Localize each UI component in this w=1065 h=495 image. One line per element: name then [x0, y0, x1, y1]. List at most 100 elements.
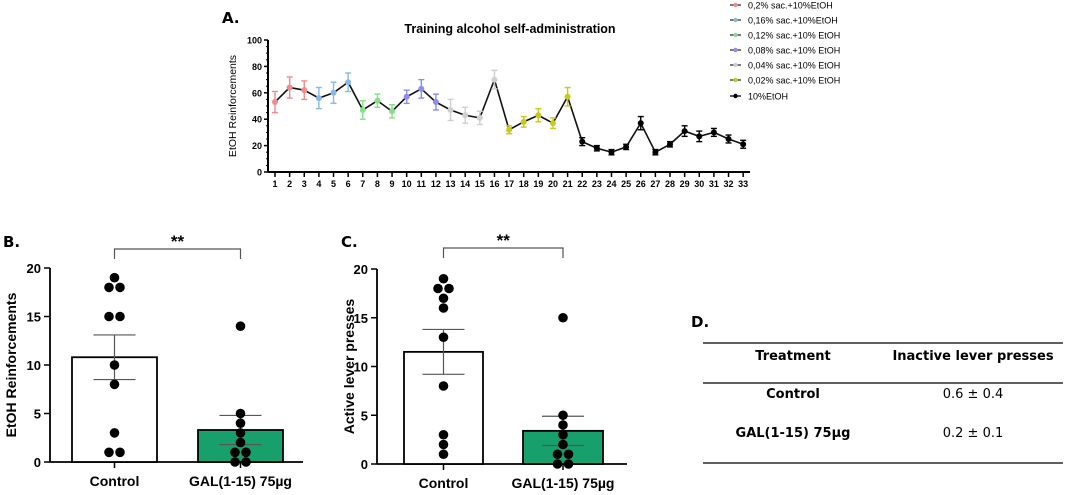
x-tick-label: 15	[475, 179, 485, 189]
x-tick-label: 19	[533, 179, 543, 189]
data-point	[438, 273, 449, 284]
x-tick-label: 16	[489, 179, 499, 189]
data-point	[403, 93, 410, 100]
y-tick-label: 10	[354, 360, 368, 375]
y-tick-label: 15	[354, 311, 368, 326]
data-point	[241, 457, 251, 467]
legend-label: 0,12% sac.+10% EtOH	[748, 31, 840, 41]
data-point	[593, 145, 600, 152]
x-tick-label: 29	[680, 179, 690, 189]
data-point	[104, 447, 114, 458]
x-tick-label: 9	[390, 179, 395, 189]
data-point	[725, 136, 732, 142]
legend-label: 0,2% sac.+10%EtOH	[748, 1, 833, 11]
legend-label: 0,08% sac.+10% EtOH	[748, 46, 840, 56]
legend: 0,2% sac.+10%EtOH 0,16% sac.+10%EtOH 0,12%…	[730, 1, 840, 102]
data-point	[432, 99, 439, 106]
data-point	[315, 95, 322, 102]
x-tick-label: 3	[302, 179, 307, 189]
x-tick-label: 11	[417, 179, 427, 189]
x-tick-label: 33	[738, 179, 748, 189]
y-axis-label: Active lever presses	[341, 299, 357, 435]
data-point	[433, 283, 443, 294]
data-point	[462, 112, 469, 119]
data-point	[444, 283, 454, 294]
panel-a: A. Training alcohol self-administration Et…	[222, 1, 840, 190]
y-tick-label: 0	[34, 455, 41, 470]
x-tick-label: 12	[431, 179, 441, 189]
data-point	[235, 437, 246, 448]
y-tick-label: 15	[27, 310, 41, 325]
data-point	[558, 420, 568, 430]
data-point	[623, 143, 630, 150]
panel-label: A.	[222, 9, 240, 27]
x-tick-label: 27	[650, 179, 660, 189]
data-point	[230, 457, 240, 467]
panel-label: D.	[691, 313, 709, 331]
data-point	[710, 129, 717, 136]
data-point	[558, 312, 568, 323]
legend-marker	[733, 17, 738, 23]
data-point	[563, 449, 574, 460]
data-point	[438, 381, 449, 391]
y-tick-label: 20	[354, 262, 368, 277]
y-tick-label: 5	[34, 407, 41, 422]
significance-stars: **	[497, 231, 511, 250]
data-point	[359, 106, 366, 113]
data-point	[558, 439, 568, 450]
x-tick-label: 4	[316, 179, 321, 189]
data-point	[563, 459, 574, 469]
data-point	[301, 87, 308, 94]
x-tick-label: 14	[460, 179, 470, 189]
x-tick-label: GAL(1-15) 75µg	[512, 475, 615, 491]
data-point	[438, 429, 449, 440]
legend-marker	[733, 32, 738, 38]
data-point	[696, 133, 703, 140]
y-axis-label: EtOH Reinforcements	[3, 292, 19, 437]
legend-marker	[733, 77, 738, 83]
data-point	[667, 141, 674, 148]
table-cell-treatment: Control	[766, 387, 820, 402]
data-point	[652, 149, 659, 156]
panel-label: B.	[3, 233, 20, 251]
x-tick-label: 17	[504, 179, 514, 189]
x-tick-label: GAL(1-15) 75µg	[189, 473, 292, 489]
chart-title: Training alcohol self-administration	[404, 22, 615, 36]
x-tick-label: Control	[419, 475, 469, 491]
data-point	[564, 93, 571, 100]
x-tick-label: 20	[548, 179, 558, 189]
data-point	[330, 89, 337, 96]
data-point	[608, 149, 615, 156]
y-tick-label: 60	[252, 88, 262, 98]
data-point	[740, 141, 747, 148]
data-point	[438, 449, 449, 460]
table-header: Inactive lever presses	[892, 349, 1053, 364]
x-tick-label: 2	[287, 179, 292, 189]
table-cell-value: 0.6 ± 0.4	[943, 387, 1004, 402]
significance-bracket	[113, 248, 242, 259]
data-point	[115, 282, 125, 293]
data-point	[552, 459, 563, 469]
x-tick-label: 13	[446, 179, 456, 189]
data-point	[109, 379, 120, 390]
data-point	[447, 106, 454, 113]
data-point	[476, 114, 483, 121]
data-point	[506, 126, 513, 133]
x-tick-label: 26	[636, 179, 646, 189]
data-point	[109, 272, 120, 283]
data-point	[272, 99, 278, 106]
data-point	[389, 108, 396, 115]
significance-bracket	[442, 247, 564, 258]
y-tick-label: 80	[252, 62, 262, 72]
legend-label: 10%EtOH	[748, 92, 788, 102]
data-point	[235, 321, 246, 332]
y-tick-label: 20	[252, 141, 262, 151]
y-axis-label: EtOH Reinforcements	[227, 55, 239, 157]
x-tick-label: 23	[592, 179, 602, 189]
y-tick-label: 10	[27, 358, 41, 373]
panel-c: C. Active lever presses 0 5 10 15 20 Control GAL…	[341, 231, 627, 491]
table-cell-treatment: GAL(1-15) 75µg	[736, 426, 851, 441]
data-point	[438, 439, 449, 450]
x-tick-label: 21	[563, 179, 573, 189]
